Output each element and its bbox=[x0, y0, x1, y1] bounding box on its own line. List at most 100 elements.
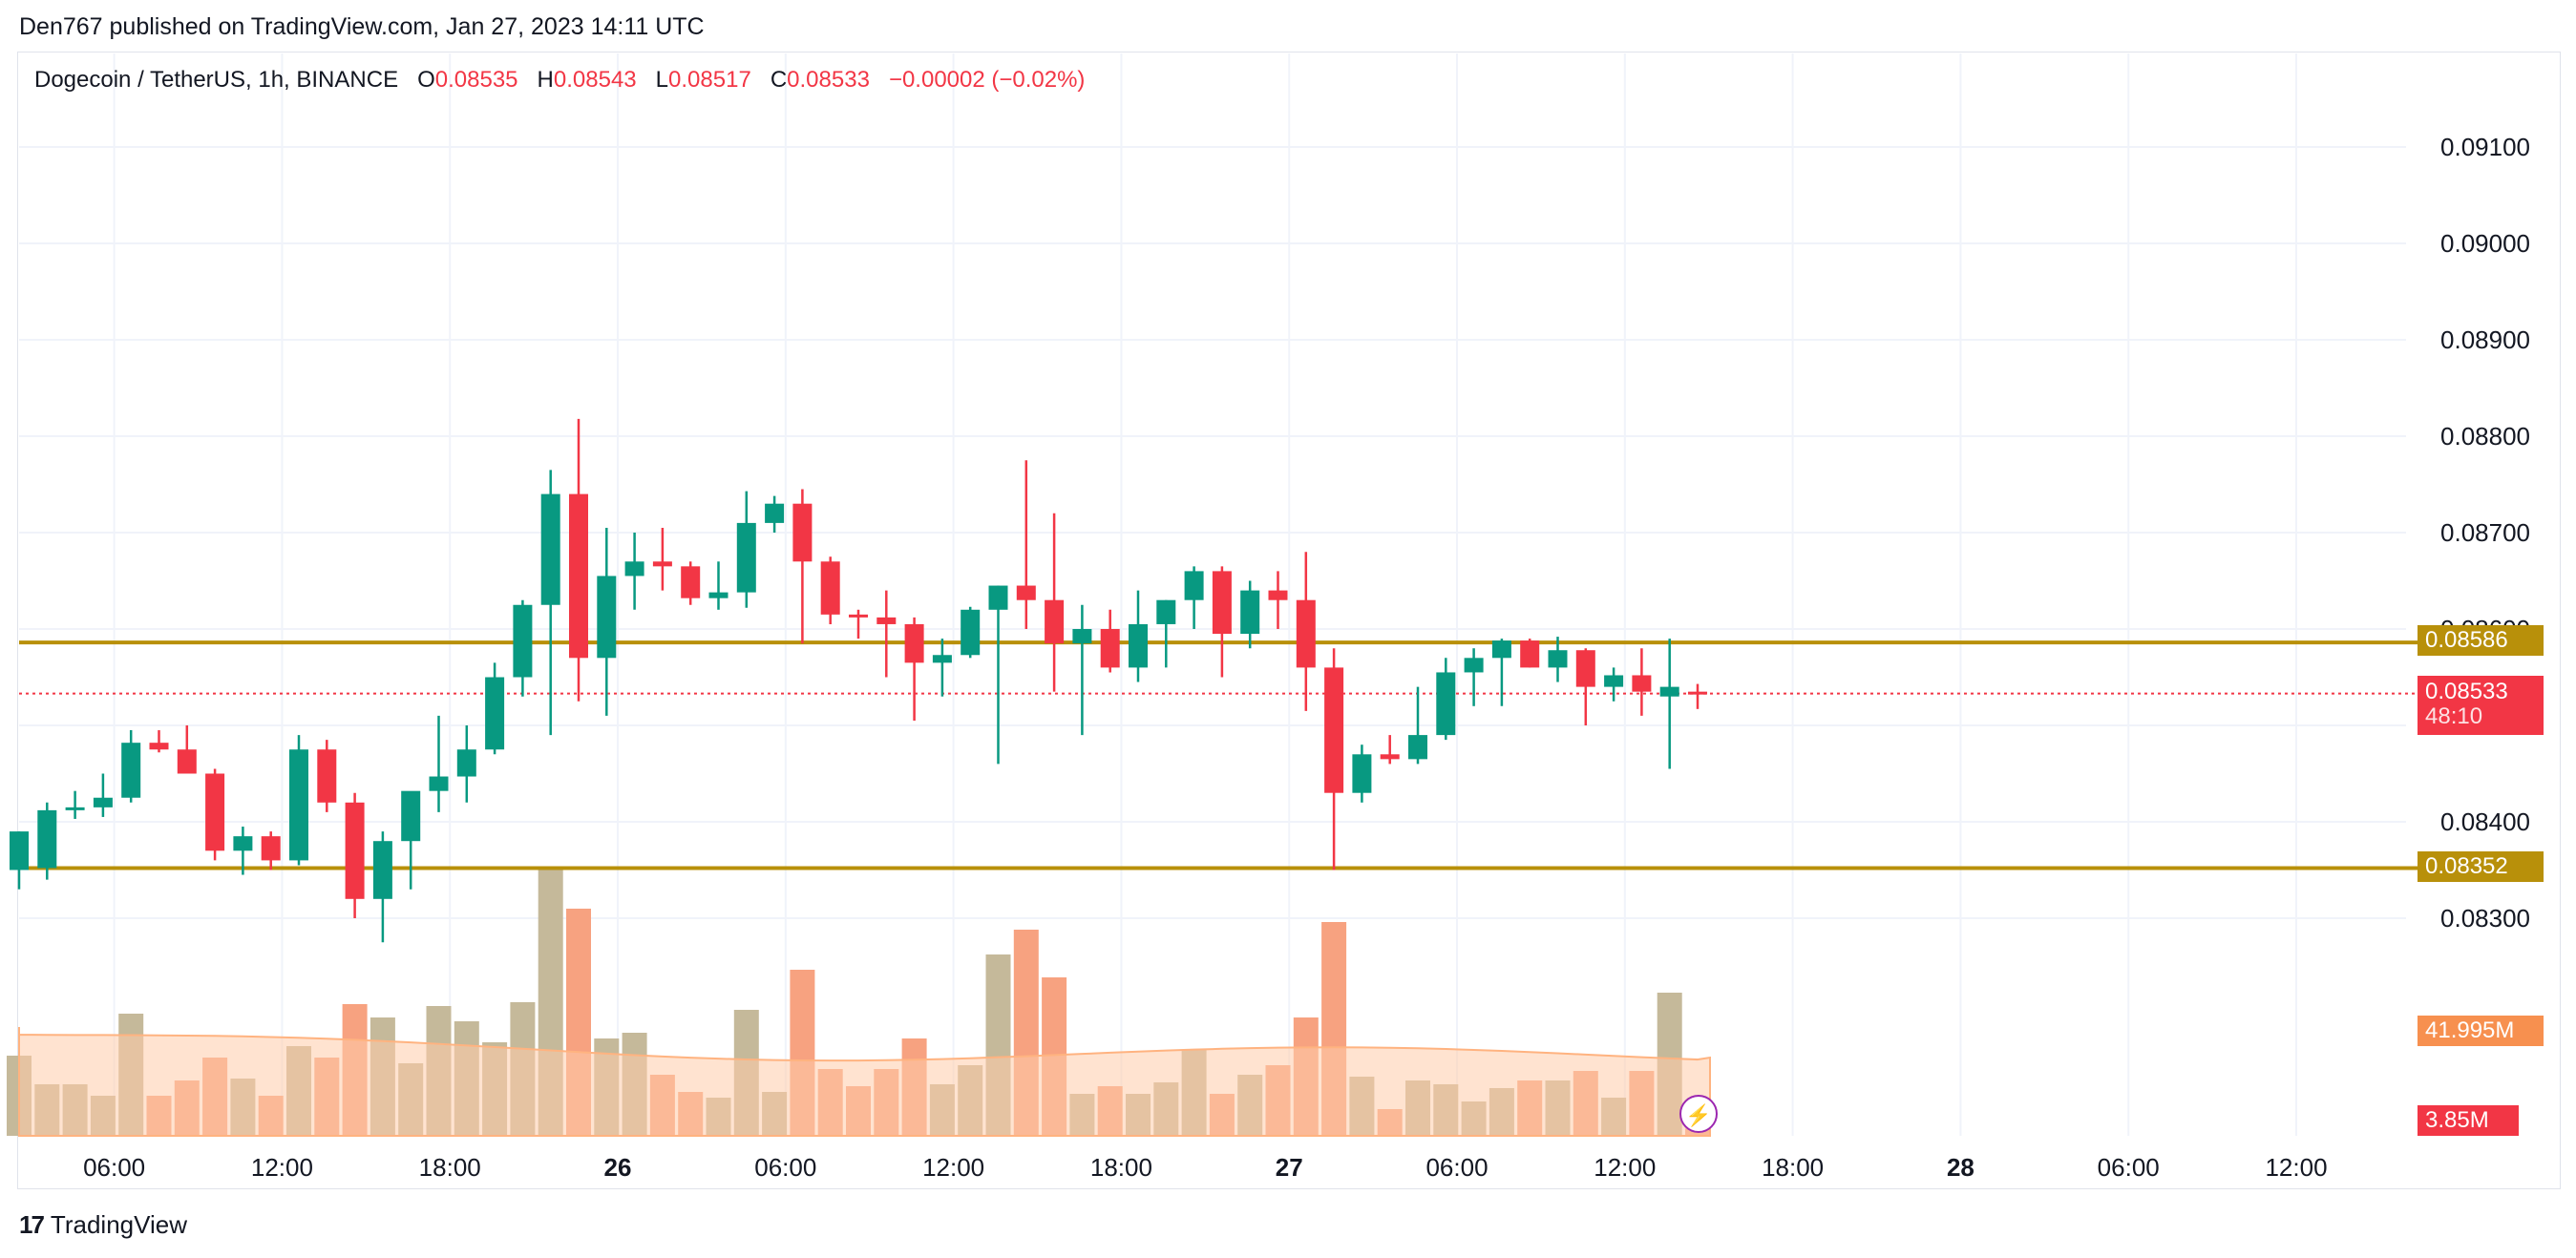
candle bbox=[1072, 604, 1092, 736]
time-tick-label: 18:00 bbox=[1762, 1153, 1824, 1182]
candle bbox=[820, 556, 840, 624]
candle bbox=[1659, 639, 1679, 769]
candle bbox=[205, 768, 225, 861]
candle bbox=[1688, 683, 1707, 709]
candle-body bbox=[932, 655, 952, 663]
candle-body bbox=[876, 617, 897, 624]
candle-body bbox=[708, 592, 728, 598]
candle-body bbox=[569, 493, 588, 659]
candle bbox=[65, 790, 85, 819]
change-value: −0.00002 (−0.02%) bbox=[888, 67, 1086, 93]
volume-ma-tag: 41.995M bbox=[2418, 1016, 2544, 1046]
time-tick-label: 28 bbox=[1947, 1153, 1974, 1182]
candle bbox=[233, 827, 253, 875]
candle bbox=[10, 831, 29, 890]
candle bbox=[1240, 580, 1260, 649]
candle bbox=[961, 606, 981, 659]
candle bbox=[736, 491, 756, 608]
publisher-line: Den767 published on TradingView.com, Jan… bbox=[19, 13, 705, 40]
support-price-tag: 0.08352 bbox=[2418, 851, 2544, 882]
candle-body bbox=[1659, 686, 1679, 697]
resistance-price-tag: 0.08586 bbox=[2418, 625, 2544, 656]
last-price-tag: 0.08533 48:10 bbox=[2418, 676, 2544, 735]
candle bbox=[1016, 460, 1036, 629]
candle bbox=[149, 730, 169, 753]
candle bbox=[513, 599, 533, 697]
open-value: 0.08535 bbox=[434, 67, 518, 93]
candle-body bbox=[1072, 629, 1092, 644]
candle-body bbox=[1491, 640, 1511, 659]
candle-body bbox=[1548, 650, 1568, 668]
candle-body bbox=[904, 623, 924, 663]
low-value: 0.08517 bbox=[668, 67, 751, 93]
bar-countdown: 48:10 bbox=[2425, 703, 2483, 729]
time-axis: 06:00 12:00 18:00 26 06:00 12:00 18:00 27 06:00 1… bbox=[83, 1153, 2327, 1182]
chart-frame bbox=[17, 52, 2561, 1189]
time-tick-label: 12:00 bbox=[251, 1153, 313, 1182]
candle-body bbox=[1604, 675, 1624, 687]
time-tick-label: 18:00 bbox=[419, 1153, 481, 1182]
high-label: H bbox=[537, 67, 554, 93]
time-tick-label: 06:00 bbox=[1425, 1153, 1488, 1182]
candle bbox=[261, 831, 281, 870]
candle-body bbox=[1632, 675, 1652, 692]
candle bbox=[932, 639, 952, 697]
price-tick-label: 0.08400 bbox=[2440, 807, 2530, 836]
candle-body bbox=[485, 677, 505, 750]
candle bbox=[1129, 590, 1148, 682]
time-tick-label: 12:00 bbox=[922, 1153, 984, 1182]
candle bbox=[569, 418, 588, 702]
candle bbox=[849, 609, 868, 639]
time-tick-label: 06:00 bbox=[83, 1153, 145, 1182]
candle bbox=[345, 792, 365, 918]
candle bbox=[1156, 599, 1176, 668]
time-tick-label: 18:00 bbox=[1090, 1153, 1152, 1182]
candle-body bbox=[1380, 754, 1400, 760]
candle bbox=[652, 527, 672, 591]
candle-body bbox=[1408, 735, 1427, 760]
time-tick-label: 12:00 bbox=[2265, 1153, 2327, 1182]
candle-body bbox=[988, 585, 1008, 610]
price-tick-label: 0.09000 bbox=[2440, 229, 2530, 258]
candle bbox=[1352, 744, 1372, 803]
candle bbox=[1520, 639, 1540, 668]
candle-body bbox=[65, 807, 85, 810]
candle bbox=[1604, 667, 1624, 702]
tradingview-logo[interactable]: 17 TradingView bbox=[19, 1210, 187, 1240]
candle bbox=[1548, 637, 1568, 682]
volume-ma-area bbox=[18, 1027, 1711, 1137]
candle-body bbox=[1240, 590, 1260, 635]
tv-brand-text: TradingView bbox=[50, 1210, 187, 1239]
candle bbox=[792, 489, 813, 644]
time-tick-label: 06:00 bbox=[2098, 1153, 2160, 1182]
candle-body bbox=[1156, 599, 1176, 624]
candle-body bbox=[10, 831, 29, 870]
last-volume-tag: 3.85M bbox=[2418, 1105, 2519, 1136]
candle-body bbox=[652, 561, 672, 567]
horizontal-levels bbox=[19, 640, 2420, 870]
candle-body bbox=[1520, 640, 1540, 668]
candle-body bbox=[205, 773, 225, 851]
candle-body bbox=[1100, 629, 1120, 668]
candle bbox=[876, 590, 897, 678]
open-label: O bbox=[417, 67, 435, 93]
candle-body bbox=[820, 561, 840, 615]
candle-body bbox=[765, 503, 785, 523]
candle-body bbox=[372, 841, 392, 899]
candle bbox=[401, 790, 421, 890]
time-tick-label: 06:00 bbox=[754, 1153, 816, 1182]
candle bbox=[1408, 686, 1427, 765]
candle bbox=[121, 730, 141, 803]
lightning-icon[interactable]: ⚡ bbox=[1679, 1095, 1718, 1133]
candle bbox=[1436, 658, 1456, 741]
candle-body bbox=[233, 836, 253, 851]
candle bbox=[681, 561, 701, 605]
price-tick-label: 0.08300 bbox=[2440, 904, 2530, 933]
price-tick-label: 0.08800 bbox=[2440, 422, 2530, 451]
symbol-legend: Dogecoin / TetherUS, 1h, BINANCE O0.0853… bbox=[34, 67, 1085, 94]
time-tick-label: 27 bbox=[1276, 1153, 1303, 1182]
candle bbox=[1632, 648, 1652, 716]
candle bbox=[1575, 648, 1595, 725]
candle bbox=[456, 725, 476, 803]
